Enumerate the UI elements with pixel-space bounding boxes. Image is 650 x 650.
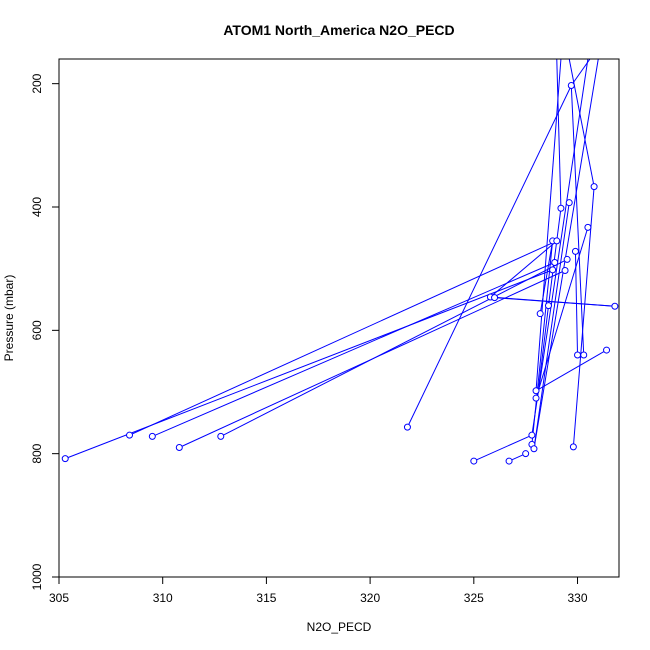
data-point [590,183,598,191]
x-tick-label: 330 [568,591,588,605]
series-line-segment [65,269,553,460]
series-line-segment [570,59,591,86]
data-point [549,266,557,274]
series-lines [65,59,615,462]
series-points [61,82,619,465]
y-tick-label: 400 [30,197,44,217]
series-line-segment [537,305,549,393]
series-line-segment [220,258,568,437]
data-point [571,247,579,255]
series-line-segment [535,349,607,392]
data-point [61,455,69,463]
data-point [522,450,530,458]
data-point [553,237,561,245]
data-point [175,444,183,451]
y-axis-label: Pressure (mbar) [2,275,16,362]
data-point [126,431,134,439]
data-point [536,310,544,318]
data-point [561,267,569,275]
x-tick-label: 320 [360,591,380,605]
data-point [567,82,575,90]
series-line-segment [556,59,562,209]
series-line-segment [531,59,589,436]
series-line-segment [533,59,599,449]
data-point [530,445,538,453]
series-line-segment [473,434,533,462]
data-point [532,387,540,395]
x-tick-label: 315 [256,591,276,605]
series-line-segment [535,59,562,391]
data-point [563,255,571,263]
data-point [505,457,513,465]
series-line-segment [490,296,615,307]
data-point [603,346,611,354]
series-line-segment [406,85,572,428]
data-point [491,294,499,302]
chart-title: ATOM1 North_America N2O_PECD [223,22,454,38]
y-tick-label: 600 [30,320,44,340]
plot-frame [58,58,620,578]
x-axis: 305 310 315 320 325 330 [49,576,588,605]
data-point [551,259,559,266]
x-tick-label: 305 [49,591,69,605]
x-axis-label: N2O_PECD [307,620,372,634]
series-line-segment [152,262,555,437]
series-line-segment [572,186,595,447]
data-point [580,351,588,359]
data-point [557,204,565,212]
y-tick-label: 200 [30,73,44,93]
data-point [569,443,577,451]
series-line-segment [547,208,562,306]
series-line-segment [533,202,570,449]
data-point [148,432,156,440]
series-line-segment [570,85,585,356]
data-point [611,302,619,310]
series-line-segment [568,59,595,187]
data-point [584,223,592,231]
data-point [470,457,478,465]
x-tick-label: 310 [153,591,173,605]
data-point [565,199,573,207]
data-point [528,431,536,439]
data-point [217,432,225,440]
data-point [403,423,411,431]
y-tick-label: 1000 [30,563,44,590]
y-tick-label: 800 [30,443,44,463]
data-point [544,302,552,310]
y-axis: 200 400 600 800 1000 [30,73,60,590]
series-line-segment [129,240,557,436]
series-line-segment [490,240,558,298]
data-point [532,394,540,402]
data-point [574,351,582,359]
x-tick-label: 325 [464,591,484,605]
